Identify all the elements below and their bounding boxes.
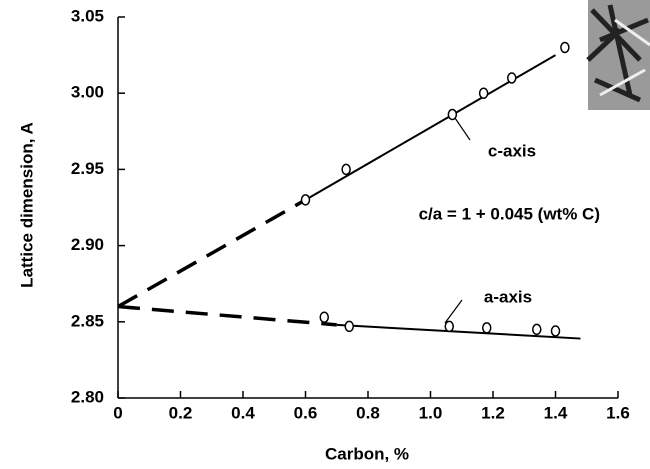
fit-line: [304, 54, 557, 201]
equation: c/a = 1 + 0.045 (wt% C): [419, 204, 600, 223]
y-tick-label: 2.90: [71, 235, 104, 254]
fit-line: [336, 323, 581, 340]
data-point: [507, 72, 517, 84]
y-tick-label: 2.95: [71, 159, 104, 178]
data-point: [560, 41, 570, 54]
fit-line: [117, 304, 337, 327]
x-tick-label: 1.0: [419, 403, 443, 422]
data-point: [341, 163, 351, 176]
inset-photo: [586, 0, 650, 110]
x-tick-label: 0.6: [294, 403, 318, 422]
x-tick-label: 1.4: [544, 403, 568, 422]
data-point: [444, 320, 454, 333]
x-tick-label: 0.2: [169, 403, 193, 422]
x-tick-label: 0.4: [231, 403, 255, 422]
x-tick-label: 1.2: [481, 403, 505, 422]
y-tick-label: 3.00: [71, 83, 104, 102]
data-point: [319, 311, 329, 323]
y-tick-label: 2.80: [71, 387, 104, 406]
data-point: [447, 108, 458, 121]
data-point: [550, 325, 561, 337]
y-tick-label: 3.05: [71, 6, 104, 25]
y-tick-label: 2.85: [71, 311, 104, 330]
series-label: a-axis: [484, 287, 532, 306]
x-tick-label: 1.6: [606, 403, 630, 422]
y-axis-label: Lattice dimension, A: [17, 122, 36, 288]
fit-line: [117, 198, 307, 309]
x-tick-label: 0.8: [356, 403, 380, 422]
data-point: [482, 322, 492, 334]
x-axis-label: Carbon, %: [325, 444, 409, 463]
data-point: [532, 323, 542, 336]
data-point: [478, 87, 489, 99]
series-label: c-axis: [488, 141, 536, 160]
data-point: [300, 194, 311, 206]
leader-line: [444, 299, 463, 324]
data-point: [344, 320, 354, 333]
leader-line: [454, 117, 471, 141]
x-tick-label: 0: [113, 403, 122, 422]
